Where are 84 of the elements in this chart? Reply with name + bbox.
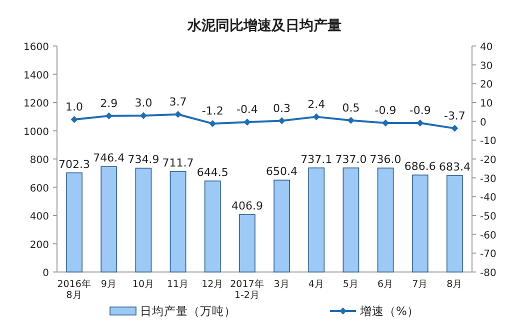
y-tick-label: 400	[30, 212, 49, 222]
data-label: 702.3	[58, 158, 90, 171]
x-tick-label: 5月	[342, 279, 359, 290]
x-tick-label: 2016年 8月	[57, 278, 92, 301]
point	[312, 113, 320, 120]
y2-tick-label: 30	[480, 60, 493, 72]
point	[140, 112, 147, 120]
data-label: 737.0	[335, 152, 367, 166]
y-tick-label: 0	[42, 268, 49, 279]
data-label: 0.3	[273, 102, 291, 115]
bar	[239, 214, 256, 272]
chart-title: 水泥同比增速及日均产量	[186, 17, 342, 34]
data-label: 737.1	[300, 152, 332, 166]
point	[278, 117, 286, 124]
x-tick-label: 6月	[378, 279, 394, 290]
x-tick-label: 11月	[166, 279, 190, 290]
data-label: 686.6	[404, 160, 436, 174]
y-tick-label: 1600	[24, 42, 49, 53]
bar	[446, 175, 463, 272]
data-label: -0.9	[409, 104, 431, 118]
x-tick-label: 10月	[132, 279, 155, 290]
y-tick-label: 800	[30, 155, 49, 166]
bar	[274, 180, 290, 272]
x-tick-label: 8月	[446, 279, 463, 290]
bar	[100, 166, 118, 272]
point	[347, 116, 354, 124]
legend-label: 增速（%）	[359, 304, 419, 318]
data-label: -0.4	[236, 103, 258, 116]
x-tick-label: 9月	[100, 279, 117, 290]
bar	[170, 171, 186, 272]
data-label: 711.7	[162, 156, 194, 170]
point	[209, 120, 216, 128]
y-tick-label: 1200	[24, 98, 49, 110]
point	[70, 116, 78, 123]
data-label: 2.9	[100, 96, 118, 110]
data-label: 736.0	[370, 153, 402, 166]
y2-tick-label: 20	[480, 80, 493, 91]
point	[105, 112, 112, 120]
legend-label: 日均产量（万吨）	[140, 304, 236, 318]
bar	[66, 172, 82, 272]
y2-tick-label: 10	[480, 98, 493, 110]
y-tick-label: 200	[30, 240, 49, 251]
data-label: 0.5	[342, 101, 360, 114]
x-tick-label: 2017年 1-2月	[230, 278, 264, 301]
x-tick-label: 12月	[202, 279, 224, 290]
point	[244, 118, 251, 126]
bar	[308, 167, 325, 272]
y2-tick-label: -70	[480, 249, 496, 260]
point	[174, 110, 182, 118]
bar	[342, 168, 360, 272]
y-tick-label: 1000	[24, 126, 49, 138]
y2-tick-label: -30	[480, 174, 496, 185]
data-label: 746.4	[93, 152, 125, 165]
data-label: 683.4	[438, 160, 470, 174]
data-label: 734.9	[128, 153, 160, 166]
bar	[204, 180, 221, 272]
y2-tick-label: -60	[480, 230, 496, 242]
point	[451, 124, 458, 132]
y2-tick-label: -10	[480, 136, 496, 148]
bar	[135, 168, 152, 272]
x-tick-label: 4月	[308, 279, 324, 290]
y2-tick-label: 0	[480, 117, 486, 128]
y2-tick-label: -80	[480, 268, 496, 279]
y2-tick-label: -20	[480, 155, 496, 166]
data-label: 2.4	[308, 98, 326, 111]
x-tick-label: 7月	[412, 279, 428, 290]
data-label: 650.4	[266, 165, 298, 178]
bar	[412, 174, 428, 272]
point	[416, 120, 424, 127]
data-label: 3.7	[169, 95, 187, 108]
data-label: 406.9	[231, 200, 263, 213]
data-label: -0.9	[374, 104, 396, 118]
bar	[377, 168, 394, 272]
data-label: 644.5	[196, 166, 228, 179]
y-tick-label: 600	[30, 183, 49, 194]
data-label: -1.2	[202, 104, 224, 118]
data-label: 1.0	[66, 100, 84, 114]
data-label: -3.7	[444, 109, 466, 122]
y2-tick-label: -40	[480, 192, 496, 204]
y2-tick-label: -50	[480, 212, 496, 222]
y2-tick-label: 40	[480, 42, 493, 53]
x-tick-label: 3月	[274, 279, 290, 290]
data-label: 3.0	[134, 96, 152, 110]
y-tick-label: 1400	[24, 70, 49, 82]
